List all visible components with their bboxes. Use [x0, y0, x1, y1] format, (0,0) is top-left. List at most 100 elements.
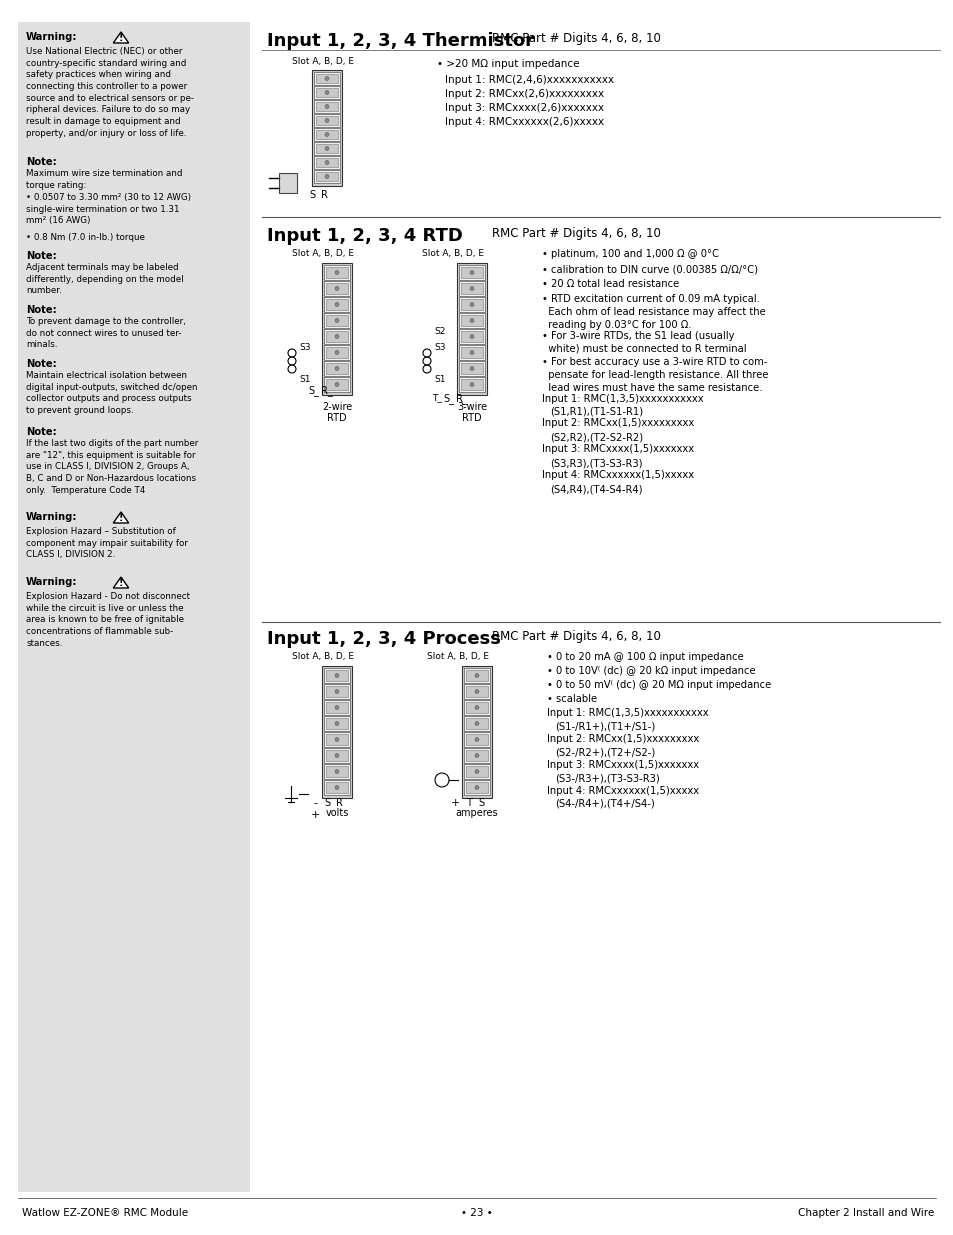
Circle shape — [325, 147, 329, 151]
Bar — [458, 377, 484, 391]
Text: (S4,R4),(T4-S4-R4): (S4,R4),(T4-S4-R4) — [550, 484, 641, 494]
Text: Note:: Note: — [26, 251, 56, 261]
Text: Use National Electric (NEC) or other
country-specific standard wiring and
safety: Use National Electric (NEC) or other cou… — [26, 47, 193, 137]
Bar — [465, 782, 488, 793]
Bar — [326, 315, 348, 326]
Circle shape — [325, 132, 329, 137]
Circle shape — [335, 705, 338, 709]
Bar — [463, 700, 490, 715]
Circle shape — [470, 270, 474, 274]
Text: +: + — [310, 810, 319, 820]
Circle shape — [475, 705, 478, 709]
Bar — [326, 671, 348, 680]
Text: +: + — [450, 798, 459, 808]
Bar — [315, 103, 337, 111]
Bar — [312, 70, 341, 186]
Circle shape — [325, 105, 329, 109]
Circle shape — [335, 769, 338, 773]
Circle shape — [335, 673, 338, 678]
Text: Warning:: Warning: — [26, 577, 77, 587]
Text: Slot A, B, D, E: Slot A, B, D, E — [292, 57, 354, 65]
Bar — [314, 156, 339, 169]
Polygon shape — [113, 32, 129, 43]
Circle shape — [470, 383, 474, 387]
Bar — [458, 266, 484, 280]
Circle shape — [325, 161, 329, 164]
Bar — [324, 345, 350, 359]
Bar — [326, 701, 348, 713]
Text: Input 1, 2, 3, 4 RTD: Input 1, 2, 3, 4 RTD — [267, 227, 462, 245]
Bar — [324, 764, 350, 779]
Text: Input 1: RMC(1,3,5)xxxxxxxxxxx: Input 1: RMC(1,3,5)xxxxxxxxxxx — [541, 394, 703, 404]
Bar — [460, 379, 482, 390]
Text: Input 4: RMCxxxxxx(1,5)xxxxx: Input 4: RMCxxxxxx(1,5)xxxxx — [541, 471, 694, 480]
Text: RMC Part # Digits 4, 6, 8, 10: RMC Part # Digits 4, 6, 8, 10 — [492, 32, 660, 44]
Bar — [456, 263, 486, 395]
Bar — [326, 750, 348, 761]
Bar — [463, 668, 490, 683]
Text: Slot A, B, D, E: Slot A, B, D, E — [421, 249, 483, 258]
Text: (S1,R1),(T1-S1-R1): (S1,R1),(T1-S1-R1) — [550, 406, 642, 416]
Text: !: ! — [118, 578, 123, 588]
Text: Explosion Hazard – Substitution of
component may impair suitability for
CLASS I,: Explosion Hazard – Substitution of compo… — [26, 527, 188, 559]
Bar — [461, 666, 492, 798]
Text: S: S — [477, 798, 483, 808]
Text: Adjacent terminals may be labeled
differently, depending on the model
number.: Adjacent terminals may be labeled differ… — [26, 263, 183, 295]
Bar — [463, 716, 490, 731]
Bar — [315, 158, 337, 167]
Circle shape — [335, 753, 338, 757]
Text: Maintain electrical isolation between
digital input-outputs, switched dc/open
co: Maintain electrical isolation between di… — [26, 370, 197, 415]
Text: Input 1: RMC(2,4,6)xxxxxxxxxxx: Input 1: RMC(2,4,6)xxxxxxxxxxx — [444, 75, 614, 85]
Bar — [465, 718, 488, 729]
Circle shape — [475, 769, 478, 773]
Bar — [460, 267, 482, 278]
Bar — [314, 86, 339, 99]
Bar — [322, 263, 352, 395]
Text: R: R — [335, 798, 342, 808]
Bar — [460, 299, 482, 310]
Text: Input 2: RMCxx(1,5)xxxxxxxxx: Input 2: RMCxx(1,5)xxxxxxxxx — [541, 417, 694, 429]
Text: S3: S3 — [299, 343, 311, 352]
Polygon shape — [113, 577, 129, 588]
Circle shape — [325, 90, 329, 95]
Circle shape — [475, 689, 478, 694]
Circle shape — [475, 785, 478, 789]
Circle shape — [470, 287, 474, 290]
Bar — [326, 718, 348, 729]
Circle shape — [335, 737, 338, 741]
Text: S_: S_ — [442, 393, 454, 404]
Bar — [315, 88, 337, 98]
Bar — [326, 363, 348, 374]
Circle shape — [335, 335, 338, 338]
Bar — [324, 684, 350, 699]
Text: Input 1, 2, 3, 4 Thermistor: Input 1, 2, 3, 4 Thermistor — [267, 32, 534, 49]
Bar — [315, 116, 337, 125]
Circle shape — [475, 753, 478, 757]
Bar — [458, 361, 484, 375]
Bar — [324, 700, 350, 715]
Text: Note:: Note: — [26, 427, 56, 437]
Text: Maximum wire size termination and
torque rating:: Maximum wire size termination and torque… — [26, 169, 182, 190]
Text: If the last two digits of the part number
are "12", this equipment is suitable f: If the last two digits of the part numbe… — [26, 438, 198, 495]
Bar — [324, 266, 350, 280]
Bar — [314, 142, 339, 156]
Text: (S4-/R4+),(T4+/S4-): (S4-/R4+),(T4+/S4-) — [555, 799, 654, 809]
Text: • 0 to 10V⁽ (dc) @ 20 kΩ input impedance: • 0 to 10V⁽ (dc) @ 20 kΩ input impedance — [546, 666, 755, 676]
Bar — [460, 347, 482, 358]
Text: Input 3: RMCxxxx(1,5)xxxxxxx: Input 3: RMCxxxx(1,5)xxxxxxx — [546, 760, 699, 769]
Bar — [324, 668, 350, 683]
Bar — [314, 114, 339, 127]
Bar — [324, 716, 350, 731]
Text: • 0 to 50 mV⁽ (dc) @ 20 MΩ input impedance: • 0 to 50 mV⁽ (dc) @ 20 MΩ input impedan… — [546, 680, 770, 690]
Text: • calibration to DIN curve (0.00385 Ω/Ω/°C): • calibration to DIN curve (0.00385 Ω/Ω/… — [541, 264, 758, 274]
Text: Note:: Note: — [26, 157, 56, 167]
Text: (S3,R3),(T3-S3-R3): (S3,R3),(T3-S3-R3) — [550, 458, 641, 468]
Text: • For best accuracy use a 3-wire RTD to com-
  pensate for lead-length resistanc: • For best accuracy use a 3-wire RTD to … — [541, 357, 768, 393]
Bar — [458, 312, 484, 329]
Bar — [458, 282, 484, 296]
Bar — [324, 329, 350, 345]
Bar — [326, 267, 348, 278]
Bar — [458, 296, 484, 312]
Text: • 0 to 20 mA @ 100 Ω input impedance: • 0 to 20 mA @ 100 Ω input impedance — [546, 652, 743, 662]
Text: S: S — [309, 190, 314, 200]
